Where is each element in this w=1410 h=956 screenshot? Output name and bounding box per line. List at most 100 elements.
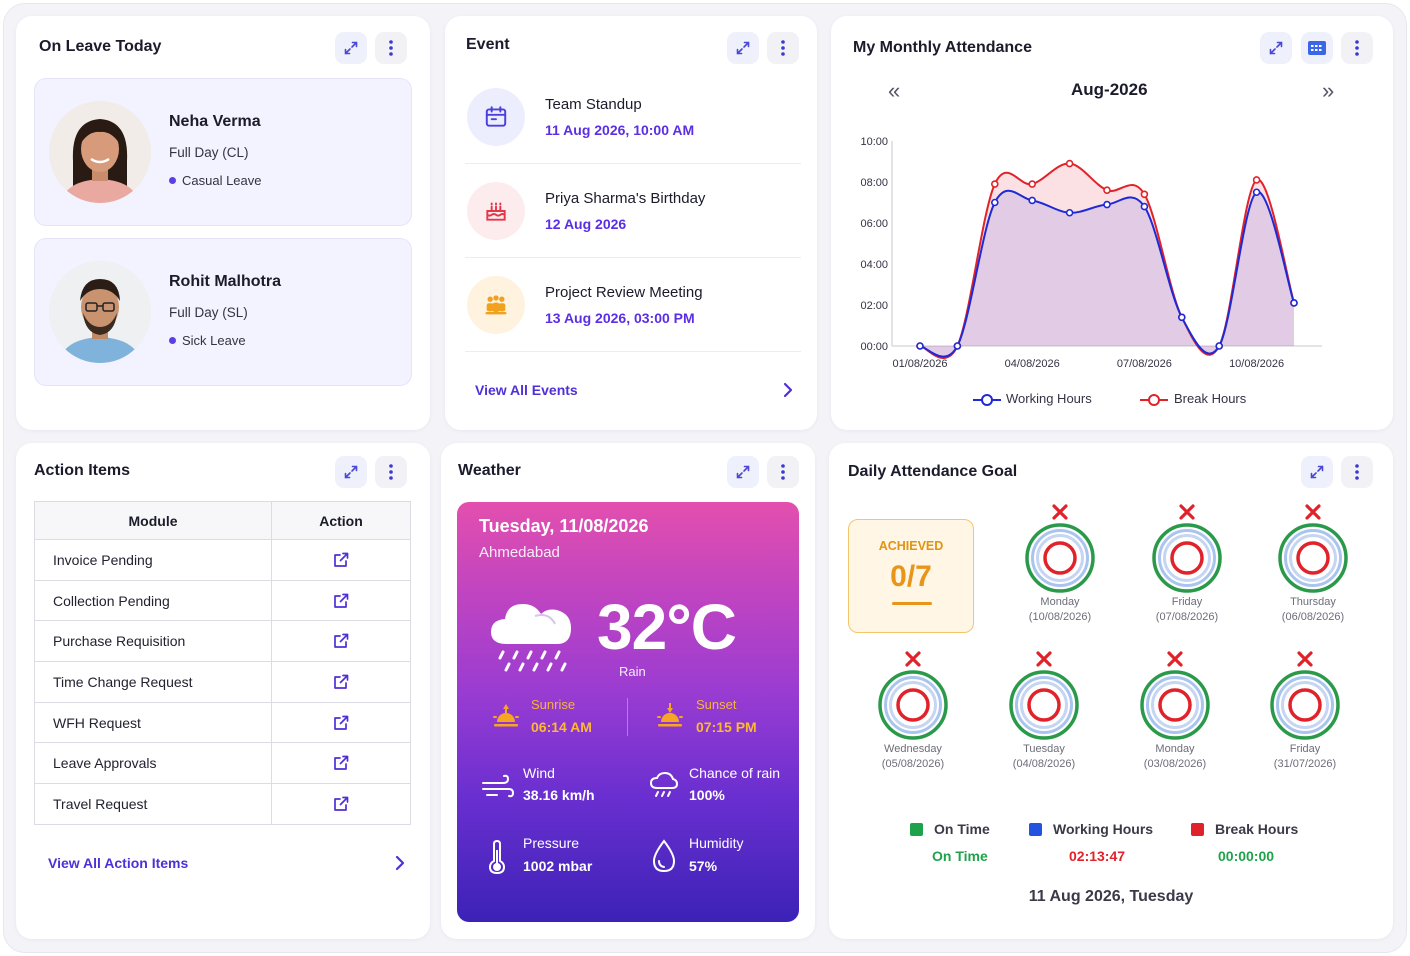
more-options-button[interactable] bbox=[767, 456, 799, 488]
view-all-action-items-link[interactable]: View All Action Items bbox=[48, 855, 189, 871]
event-item-title: Team Standup bbox=[545, 96, 642, 113]
expand-button[interactable] bbox=[727, 456, 759, 488]
expand-icon bbox=[344, 465, 358, 479]
action-cell bbox=[271, 701, 411, 744]
sunrise-label: Sunrise bbox=[531, 697, 576, 712]
target-ring-icon bbox=[1278, 523, 1348, 593]
expand-button[interactable] bbox=[1260, 32, 1292, 64]
leave-card[interactable]: Rohit Malhotra Full Day (SL) Sick Leave bbox=[34, 238, 412, 386]
leave-type: Full Day (CL) bbox=[169, 145, 249, 160]
open-external-icon[interactable] bbox=[332, 714, 350, 732]
goal-day-item: Friday (07/08/2026) bbox=[1137, 503, 1237, 625]
calendar-grid-icon bbox=[1308, 41, 1326, 55]
event-item-date: 11 Aug 2026, 10:00 AM bbox=[545, 122, 695, 138]
expand-button[interactable] bbox=[1301, 456, 1333, 488]
goal-day-label: Wednesday bbox=[884, 743, 942, 755]
more-options-button[interactable] bbox=[375, 32, 407, 64]
event-icon-badge bbox=[467, 182, 525, 240]
open-external-icon[interactable] bbox=[332, 632, 350, 650]
avatar bbox=[49, 261, 151, 363]
expand-icon bbox=[736, 41, 750, 55]
leave-card[interactable]: Neha Verma Full Day (CL) Casual Leave bbox=[34, 78, 412, 226]
goal-day-label: Monday bbox=[1155, 743, 1195, 755]
more-options-button[interactable] bbox=[375, 456, 407, 488]
missed-cross-icon bbox=[1052, 504, 1068, 520]
series-line bbox=[919, 189, 1295, 358]
pressure-label: Pressure bbox=[523, 835, 580, 851]
chevron-right-icon[interactable] bbox=[393, 855, 407, 871]
data-point bbox=[1028, 180, 1036, 188]
action-items-card: Action Items Module Action Invoice Pendi… bbox=[16, 443, 430, 939]
target-ring-icon bbox=[1270, 670, 1340, 740]
more-options-button[interactable] bbox=[1341, 456, 1373, 488]
data-point bbox=[916, 342, 924, 350]
on-leave-title: On Leave Today bbox=[39, 38, 162, 55]
goal-day-label: Friday bbox=[1289, 743, 1321, 755]
weather-temperature: 32°C bbox=[597, 591, 737, 663]
data-point bbox=[1140, 190, 1149, 199]
goal-date-label: (04/08/2026) bbox=[1012, 758, 1076, 770]
chevron-right-icon[interactable] bbox=[781, 382, 795, 398]
goal-day-item: Monday (10/08/2026) bbox=[1010, 503, 1110, 625]
series-line bbox=[919, 162, 1295, 359]
target-ring-icon bbox=[878, 670, 948, 740]
event-item[interactable]: Project Review Meeting 13 Aug 2026, 03:0… bbox=[465, 258, 801, 352]
sunset-label: Sunset bbox=[696, 697, 737, 712]
attendance-goal-title: Daily Attendance Goal bbox=[848, 463, 1018, 480]
event-icon-badge bbox=[467, 276, 525, 334]
break-hours-legend-swatch bbox=[1191, 823, 1204, 836]
more-options-button[interactable] bbox=[1341, 32, 1373, 64]
table-row: Leave Approvals bbox=[34, 742, 411, 785]
goal-day-item: Thursday (06/08/2026) bbox=[1263, 503, 1363, 625]
y-tick-label: 02:00 bbox=[860, 300, 888, 312]
rain-chance-icon bbox=[649, 771, 679, 797]
event-item[interactable]: Priya Sharma's Birthday 12 Aug 2026 bbox=[465, 164, 801, 258]
leave-person-name: Rohit Malhotra bbox=[169, 273, 281, 290]
module-cell: WFH Request bbox=[34, 701, 272, 744]
data-point bbox=[1140, 202, 1149, 211]
month-label: Aug-2026 bbox=[1071, 80, 1148, 99]
goal-date-label: (06/08/2026) bbox=[1281, 611, 1345, 623]
weather-condition: Rain bbox=[619, 664, 646, 679]
open-external-icon[interactable] bbox=[332, 754, 350, 772]
open-external-icon[interactable] bbox=[332, 673, 350, 691]
column-header-module: Module bbox=[34, 501, 272, 540]
module-cell: Leave Approvals bbox=[34, 742, 272, 785]
action-cell bbox=[271, 539, 411, 581]
more-vertical-icon bbox=[1355, 464, 1359, 480]
goal-day-item: Monday (03/08/2026) bbox=[1125, 650, 1225, 772]
sun-divider bbox=[627, 698, 628, 736]
bullet-dot bbox=[169, 337, 176, 345]
wind-label: Wind bbox=[523, 765, 555, 781]
view-all-events-link[interactable]: View All Events bbox=[475, 382, 578, 398]
weather-card: Weather Tuesday, 11/08/2026 Ahmedabad 32… bbox=[441, 443, 815, 939]
open-external-icon[interactable] bbox=[332, 551, 350, 569]
expand-button[interactable] bbox=[727, 32, 759, 64]
more-options-button[interactable] bbox=[767, 32, 799, 64]
open-external-icon[interactable] bbox=[332, 795, 350, 813]
humidity-value: 57% bbox=[689, 858, 718, 874]
goal-day-label: Tuesday bbox=[1023, 743, 1065, 755]
data-point bbox=[991, 180, 999, 188]
event-item[interactable]: Team Standup 11 Aug 2026, 10:00 AM bbox=[465, 70, 801, 164]
expand-button[interactable] bbox=[335, 456, 367, 488]
attendance-goal-card: Daily Attendance Goal ACHIEVED 0/7 Monda… bbox=[829, 443, 1393, 939]
avatar bbox=[49, 101, 151, 203]
table-row: Invoice Pending bbox=[34, 539, 411, 581]
pressure-value: 1002 mbar bbox=[523, 858, 593, 874]
open-external-icon[interactable] bbox=[332, 592, 350, 610]
series-area bbox=[920, 190, 1294, 357]
next-month-button[interactable]: » bbox=[1322, 78, 1335, 103]
expand-button[interactable] bbox=[335, 32, 367, 64]
calendar-view-button[interactable] bbox=[1301, 32, 1333, 64]
missed-cross-icon bbox=[1305, 504, 1321, 520]
goal-date-label: (10/08/2026) bbox=[1028, 611, 1092, 623]
prev-month-button[interactable]: « bbox=[888, 78, 901, 103]
goal-day-item: Tuesday (04/08/2026) bbox=[994, 650, 1094, 772]
y-tick-label: 08:00 bbox=[860, 177, 888, 189]
goal-day-label: Friday bbox=[1171, 596, 1203, 608]
expand-icon bbox=[344, 41, 358, 55]
table-row: WFH Request bbox=[34, 701, 411, 744]
action-cell bbox=[271, 579, 411, 622]
x-tick-label: 10/08/2026 bbox=[1229, 358, 1284, 370]
